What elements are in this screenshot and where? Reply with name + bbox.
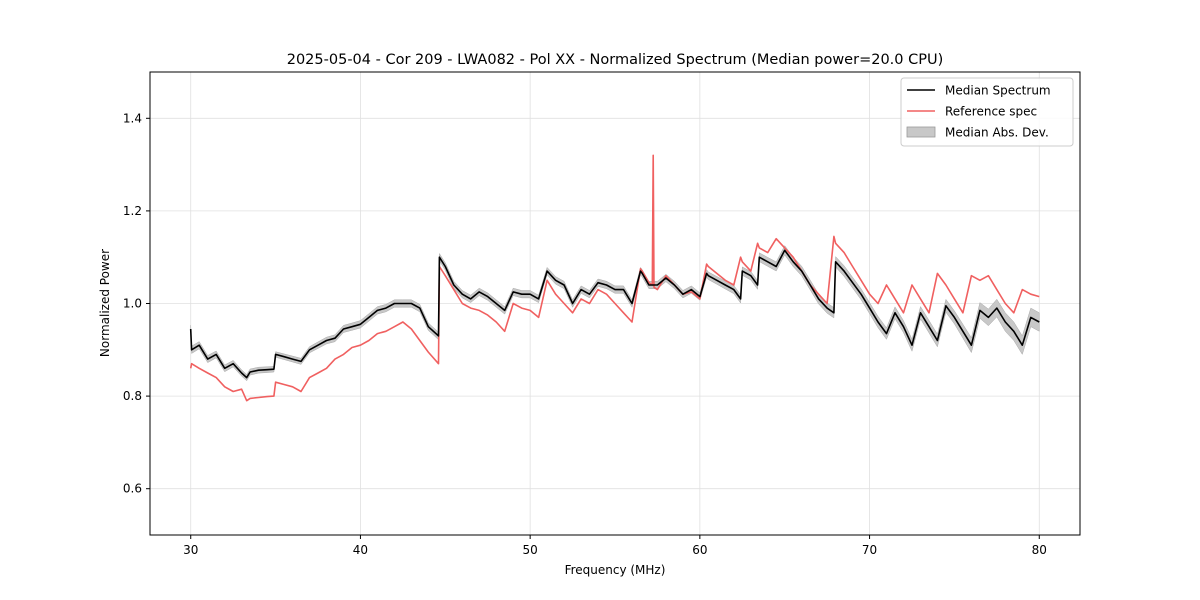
y-tick-label: 1.0	[123, 297, 142, 311]
chart-title: 2025-05-04 - Cor 209 - LWA082 - Pol XX -…	[287, 52, 944, 68]
mad-band-layer	[190, 245, 1040, 382]
median-spectrum-line	[189, 249, 1040, 379]
y-tick-label: 1.4	[123, 111, 142, 125]
x-axis-label: Frequency (MHz)	[565, 563, 666, 577]
x-axis-ticks: 30 40 50 60 70 80	[183, 535, 1047, 557]
x-tick-label: 30	[183, 543, 198, 557]
y-tick-label: 0.8	[123, 389, 142, 403]
y-tick-label: 0.6	[123, 482, 142, 496]
legend-mad-label: Median Abs. Dev.	[945, 126, 1049, 140]
x-tick-label: 80	[1032, 543, 1047, 557]
legend-mad-swatch	[906, 126, 936, 138]
reference-spectrum-layer	[189, 154, 1040, 402]
x-tick-label: 60	[692, 543, 707, 557]
x-tick-label: 70	[862, 543, 877, 557]
x-tick-label: 50	[523, 543, 538, 557]
legend: Median Spectrum Reference spec Median Ab…	[900, 77, 1074, 147]
y-tick-label: 1.2	[123, 204, 142, 218]
reference-spectrum-line	[189, 154, 1040, 402]
mad-band	[190, 245, 1040, 382]
y-axis-label: Normalized Power	[98, 249, 112, 357]
legend-median-label: Median Spectrum	[945, 84, 1051, 98]
legend-box	[900, 77, 1074, 147]
median-spectrum-layer	[189, 249, 1040, 379]
y-axis-ticks: 0.6 0.8 1.0 1.2 1.4	[123, 111, 150, 496]
legend-reference-label: Reference spec	[945, 105, 1037, 119]
x-tick-label: 40	[353, 543, 368, 557]
